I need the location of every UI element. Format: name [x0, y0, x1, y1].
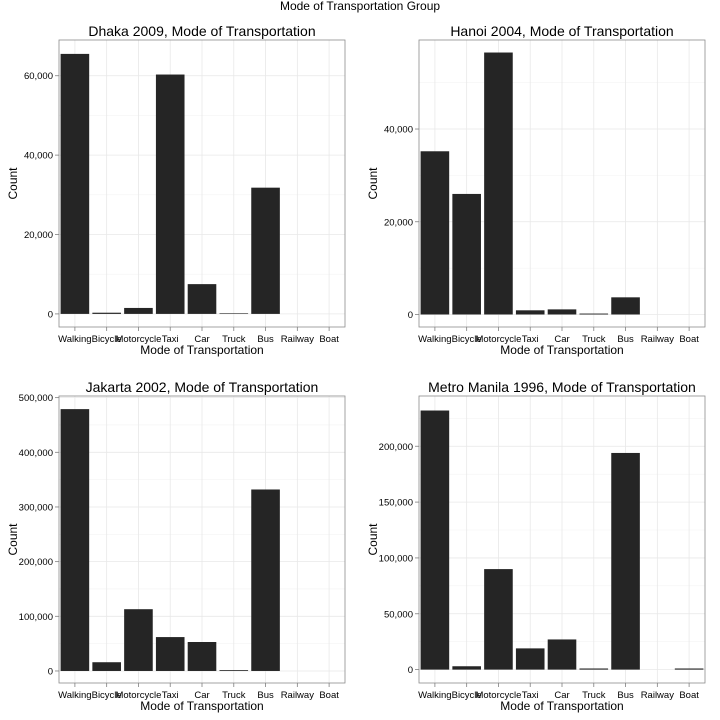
panel-2-bar-walking: [420, 151, 450, 315]
panel-3-bar-taxi: [155, 637, 185, 671]
panel-2-x-tick-label: Walking: [418, 334, 451, 345]
panel-4-x-axis-label: Mode of Transportation: [500, 699, 623, 713]
panel-3-title: Jakarta 2002, Mode of Transportation: [86, 379, 319, 395]
panel-1-x-tick-label: Motorcycle: [115, 334, 161, 345]
panel-2-bar-truck: [579, 313, 609, 315]
panel-3-y-axis-label: Count: [6, 523, 20, 556]
panel-3-x-tick-label: Walking: [58, 690, 91, 701]
panel-1-bar-walking: [60, 53, 90, 314]
panel-3-x-tick-label: Railway: [281, 690, 315, 701]
panel-2-x-tick-label: Motorcycle: [475, 334, 521, 345]
panel-4-bar-taxi: [515, 648, 545, 670]
panel-1-y-axis-label: Count: [6, 167, 20, 200]
panel-1-x-tick-label: Boat: [319, 334, 339, 345]
panel-4-y-tick-label: 150,000: [379, 498, 413, 509]
panel-4-bar-truck: [579, 668, 609, 670]
panel-4-bar-bicycle: [452, 666, 481, 670]
panel-4-y-tick-label: 0: [408, 665, 413, 676]
panel-1-y-tick-label: 20,000: [24, 230, 53, 241]
panel-1-x-tick-label: Bus: [257, 334, 274, 345]
panel-2-y-tick-label: 0: [408, 310, 413, 321]
panel-4-x-tick-label: Truck: [582, 690, 606, 701]
panel-1-x-tick-label: Car: [194, 334, 209, 345]
panel-4-bar-boat: [674, 668, 704, 670]
panel-1-x-tick-label: Bicycle: [92, 334, 122, 345]
panel-1-x-tick-label: Taxi: [162, 334, 179, 345]
panel-4-x-tick-label: Railway: [641, 690, 675, 701]
panel-4-x-tick-label: Walking: [418, 690, 451, 701]
panel-2-title: Hanoi 2004, Mode of Transportation: [450, 23, 673, 39]
panel-4-x-tick-label: Car: [554, 690, 569, 701]
panel-1-bar-motorcycle: [124, 307, 153, 314]
panel-4-x-tick-label: Taxi: [522, 690, 539, 701]
panel-1-bar-taxi: [155, 74, 185, 314]
panel-1-y-tick-label: 40,000: [24, 151, 53, 162]
panel-4-x-tick-label: Bicycle: [452, 690, 482, 701]
panel-3-x-tick-label: Bus: [257, 690, 274, 701]
panel-4-y-tick-label: 50,000: [384, 609, 413, 620]
panel-4-y-axis-label: Count: [366, 523, 380, 556]
panel-3-bar-car: [187, 642, 217, 671]
panel-3-x-tick-label: Truck: [222, 690, 246, 701]
panel-4-bar-bus: [611, 452, 640, 670]
panel-2-bar-car: [547, 309, 577, 315]
panel-3-x-axis-label: Mode of Transportation: [140, 699, 263, 713]
panel-4-title: Metro Manila 1996, Mode of Transportatio…: [428, 379, 696, 395]
panel-2-x-tick-label: Bus: [617, 334, 634, 345]
panel-3-x-tick-label: Car: [194, 690, 209, 701]
panel-1-bar-truck: [219, 313, 249, 314]
panel-3-bar-truck: [219, 670, 249, 671]
panel-3-x-tick-label: Boat: [319, 690, 339, 701]
panel-3-x-tick-label: Taxi: [162, 690, 179, 701]
panel-1-title: Dhaka 2009, Mode of Transportation: [88, 23, 315, 39]
panel-3-y-tick-label: 500,000: [19, 393, 53, 404]
panel-1-x-tick-label: Walking: [58, 334, 91, 345]
panel-2-x-tick-label: Boat: [679, 334, 699, 345]
panel-3-bar-walking: [60, 409, 90, 671]
panel-2-x-tick-label: Truck: [582, 334, 606, 345]
panel-3-bar-motorcycle: [124, 609, 153, 671]
panel-3-bar-bicycle: [92, 662, 121, 671]
panel-2-x-tick-label: Car: [554, 334, 569, 345]
panel-4-bar-car: [547, 639, 577, 670]
panel-1-y-tick-label: 0: [48, 309, 53, 320]
panel-4-y-tick-label: 200,000: [379, 442, 413, 453]
panel-3-y-tick-label: 400,000: [19, 448, 53, 459]
panel-4-x-tick-label: Bus: [617, 690, 634, 701]
figure-title: Mode of Transportation Group: [279, 0, 441, 13]
panel-3-y-tick-label: 200,000: [19, 557, 53, 568]
panel-2-bar-motorcycle: [484, 52, 513, 315]
panel-1-bar-bicycle: [92, 312, 121, 314]
panel-3-y-tick-label: 0: [48, 666, 53, 677]
panel-2-bar-bicycle: [452, 193, 481, 315]
panel-3-y-tick-label: 100,000: [19, 612, 53, 623]
panel-3-y-tick-label: 300,000: [19, 502, 53, 513]
panel-1-x-axis-label: Mode of Transportation: [140, 343, 263, 357]
panel-2-y-tick-label: 20,000: [384, 217, 413, 228]
panel-2-bar-bus: [611, 297, 640, 315]
panel-2-x-tick-label: Railway: [641, 334, 675, 345]
panel-4-y-tick-label: 100,000: [379, 553, 413, 564]
panel-2-bar-taxi: [515, 310, 545, 315]
panel-2-y-axis-label: Count: [366, 167, 380, 200]
panel-2-x-axis-label: Mode of Transportation: [500, 343, 623, 357]
panel-4-x-tick-label: Boat: [679, 690, 699, 701]
panel-4-bar-walking: [420, 410, 450, 670]
panel-2-y-tick-label: 40,000: [384, 125, 413, 136]
panel-1-x-tick-label: Railway: [281, 334, 315, 345]
panel-1-y-tick-label: 60,000: [24, 71, 53, 82]
panel-1-bar-bus: [251, 187, 280, 314]
panel-1-x-tick-label: Truck: [222, 334, 246, 345]
panel-3-x-tick-label: Motorcycle: [115, 690, 161, 701]
panel-2-x-tick-label: Taxi: [522, 334, 539, 345]
panel-2-x-tick-label: Bicycle: [452, 334, 482, 345]
panel-4-x-tick-label: Motorcycle: [475, 690, 521, 701]
panel-3-x-tick-label: Bicycle: [92, 690, 122, 701]
panel-3-bar-bus: [251, 489, 280, 671]
panel-1-bar-car: [187, 284, 217, 314]
panel-4-bar-motorcycle: [484, 569, 513, 670]
